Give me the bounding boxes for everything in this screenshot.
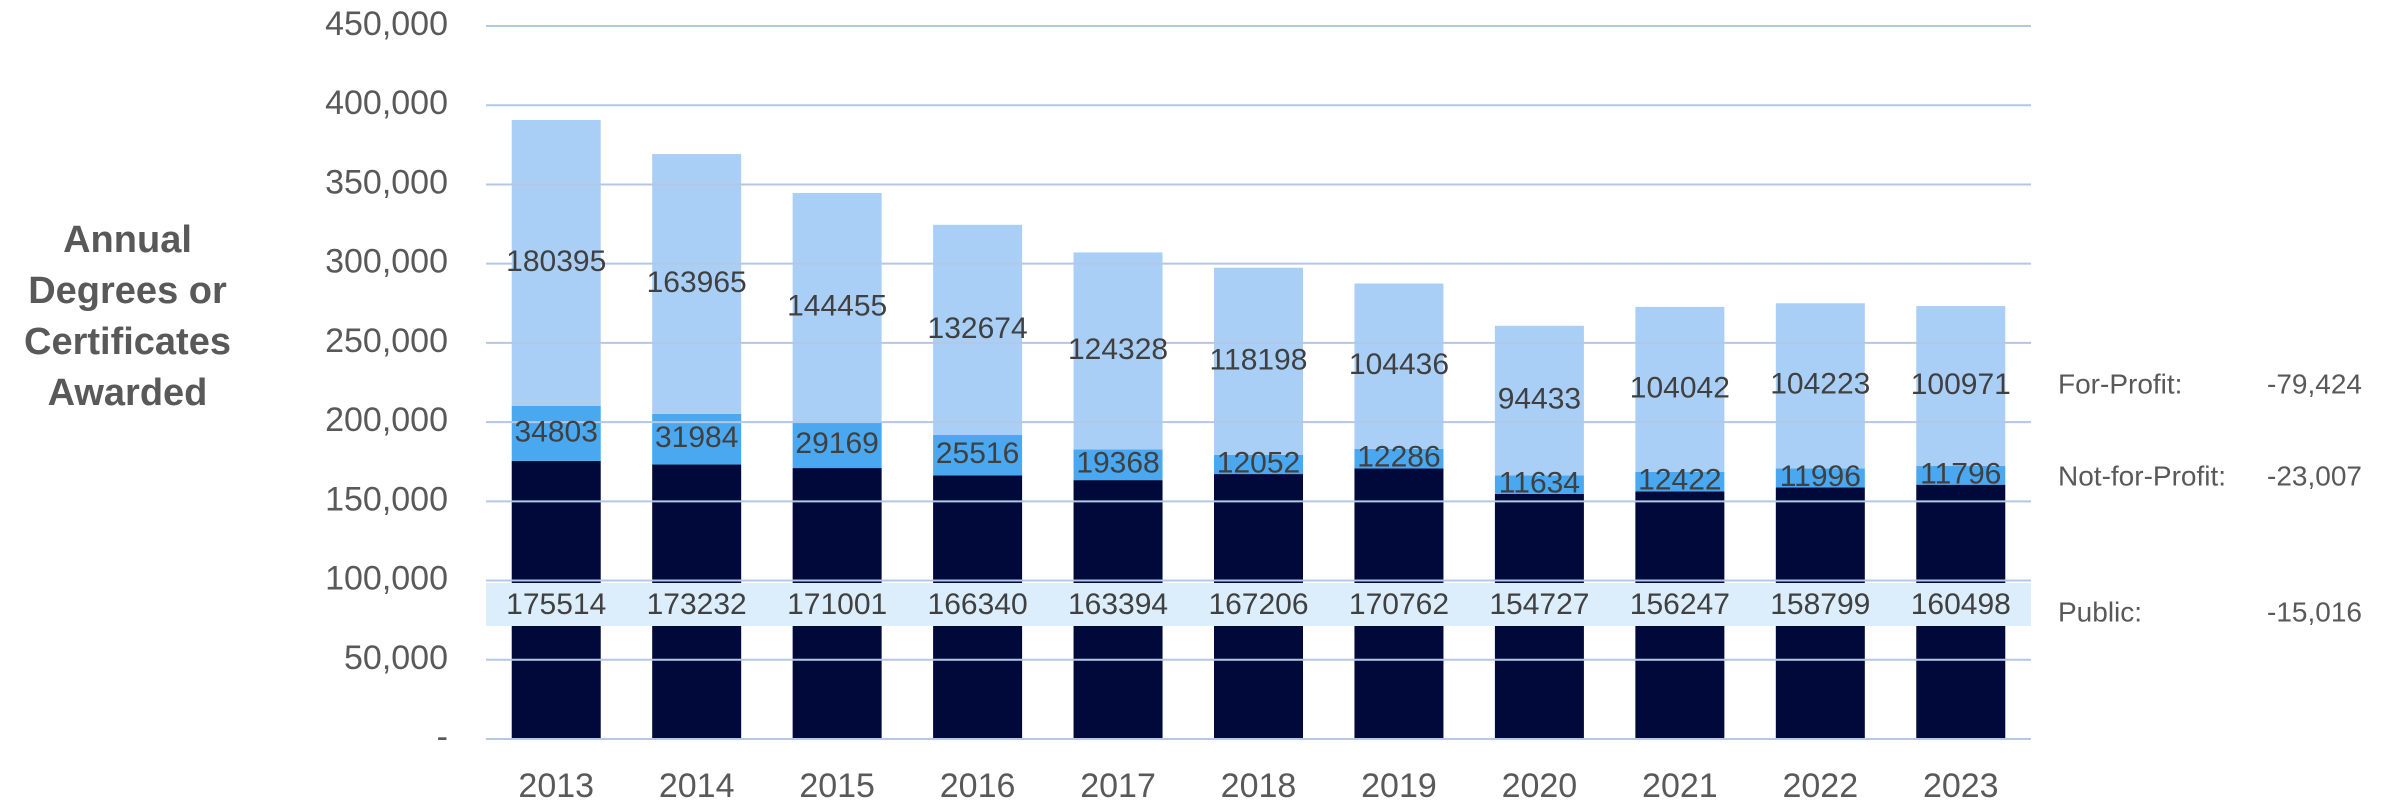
y-axis-label: Annual Degrees or Certificates Awarded — [24, 219, 231, 414]
y-tick-label: 200,000 — [325, 401, 448, 439]
bar-segment — [1073, 252, 1163, 450]
data-label: 154727 — [1489, 588, 1589, 621]
y-tick-label: 300,000 — [325, 243, 448, 281]
bar-segment — [792, 192, 882, 422]
data-label: 175514 — [506, 588, 606, 621]
data-label: 144455 — [787, 289, 887, 322]
data-label: 104436 — [1349, 348, 1449, 381]
x-tick-label: 2016 — [940, 767, 1016, 802]
data-label: 124328 — [1068, 333, 1168, 366]
bar-segment — [1775, 303, 1865, 469]
data-label: 29169 — [795, 427, 878, 460]
x-tick-label: 2014 — [659, 767, 735, 802]
y-tick-label: 450,000 — [325, 5, 448, 43]
bar-segment — [1354, 448, 1444, 469]
change-label: -15,016 — [2267, 596, 2362, 627]
data-label: 94433 — [1498, 383, 1581, 416]
bar-segment — [1775, 468, 1865, 488]
data-label: 166340 — [928, 588, 1028, 621]
data-label: 132674 — [928, 312, 1028, 345]
data-label: 158799 — [1770, 588, 1870, 621]
data-label: 173232 — [647, 588, 747, 621]
y-tick-label: 100,000 — [325, 560, 448, 598]
x-tick-label: 2022 — [1782, 767, 1858, 802]
bar-segment — [1635, 471, 1725, 492]
bar-segment — [933, 224, 1023, 436]
bar-segment — [1635, 306, 1725, 472]
data-label: 163394 — [1068, 588, 1168, 621]
data-label: 11796 — [1920, 457, 2001, 490]
bar-segment — [792, 421, 882, 469]
bar-segment — [933, 435, 1023, 476]
change-label: -23,007 — [2267, 460, 2362, 491]
bar-segment — [511, 405, 601, 461]
data-label: 170762 — [1349, 588, 1449, 621]
data-label: 19368 — [1076, 447, 1159, 480]
y-tick-label: 350,000 — [325, 163, 448, 201]
bar-segment — [652, 154, 742, 414]
bar-segment — [1916, 306, 2006, 467]
legend-label: For-Profit: — [2058, 368, 2182, 399]
data-label: 156247 — [1630, 588, 1730, 621]
bar-segment — [1214, 267, 1303, 455]
x-tick-label: 2020 — [1502, 767, 1578, 802]
y-tick-label: 400,000 — [325, 84, 448, 122]
data-label: 12422 — [1638, 464, 1721, 497]
data-label: 31984 — [655, 421, 738, 454]
change-label: -79,424 — [2267, 368, 2362, 399]
x-tick-label: 2023 — [1923, 767, 1999, 802]
x-tick-label: 2013 — [518, 767, 594, 802]
data-label: 163965 — [647, 266, 747, 299]
data-label: 100971 — [1911, 368, 2011, 401]
data-label: 12286 — [1357, 441, 1440, 474]
data-label: 11996 — [1780, 460, 1861, 493]
x-tick-label: 2015 — [799, 767, 875, 802]
data-label: 104223 — [1770, 368, 1870, 401]
y-tick-label: 250,000 — [325, 322, 448, 360]
data-label: 104042 — [1630, 371, 1730, 404]
bar-segment — [1494, 325, 1584, 476]
y-tick-label: 150,000 — [325, 480, 448, 518]
x-tick-label: 2019 — [1361, 767, 1437, 802]
data-label: 180395 — [506, 245, 606, 278]
x-tick-label: 2018 — [1221, 767, 1297, 802]
y-tick-label: - — [437, 718, 448, 756]
bar-segment — [1214, 454, 1303, 475]
data-label: 167206 — [1208, 588, 1308, 621]
bar-segment — [1916, 466, 2006, 485]
legend-label: Not-for-Profit: — [2058, 460, 2226, 491]
bar-segment — [1494, 475, 1584, 494]
data-label: 171001 — [787, 588, 887, 621]
data-label: 11634 — [1499, 467, 1580, 500]
y-tick-label: 50,000 — [344, 639, 448, 677]
x-tick-label: 2017 — [1080, 767, 1156, 802]
data-label: 160498 — [1911, 588, 2011, 621]
data-label: 12052 — [1217, 446, 1300, 479]
bar-segment — [1073, 449, 1163, 481]
labels: 175514 34803 180395 173232 31984 163965 171001… — [506, 245, 2011, 621]
data-label: 25516 — [936, 437, 1019, 470]
label-band — [486, 583, 2031, 626]
grid — [486, 25, 2031, 740]
legend-label: Public: — [2058, 596, 2142, 627]
data-label: 118198 — [1210, 343, 1308, 376]
x-tick-label: 2021 — [1642, 767, 1718, 802]
data-label: 34803 — [515, 415, 598, 448]
